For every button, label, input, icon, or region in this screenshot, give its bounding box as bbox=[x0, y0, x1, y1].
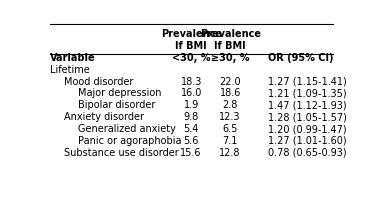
Text: 18.6: 18.6 bbox=[219, 88, 241, 98]
Text: 5.4: 5.4 bbox=[184, 123, 199, 134]
Text: 5.6: 5.6 bbox=[184, 135, 199, 145]
Text: Anxiety disorder: Anxiety disorder bbox=[64, 112, 144, 122]
Text: ≥30, %: ≥30, % bbox=[211, 53, 250, 62]
Text: 16.0: 16.0 bbox=[181, 88, 202, 98]
Text: 6.5: 6.5 bbox=[223, 123, 238, 134]
Text: 1.9: 1.9 bbox=[184, 100, 199, 110]
Text: 0.78 (0.65-0.93): 0.78 (0.65-0.93) bbox=[268, 147, 347, 157]
Text: If BMI: If BMI bbox=[175, 41, 207, 51]
Text: Mood disorder: Mood disorder bbox=[64, 76, 133, 86]
Text: 2.8: 2.8 bbox=[223, 100, 238, 110]
Text: 18.3: 18.3 bbox=[181, 76, 202, 86]
Text: 1.27 (1.01-1.60): 1.27 (1.01-1.60) bbox=[268, 135, 347, 145]
Text: Prevalence: Prevalence bbox=[200, 29, 261, 39]
Text: Prevalence: Prevalence bbox=[161, 29, 222, 39]
Text: 9.8: 9.8 bbox=[184, 112, 199, 122]
Text: 22.0: 22.0 bbox=[219, 76, 241, 86]
Text: 12.3: 12.3 bbox=[219, 112, 241, 122]
Text: 1.21 (1.09-1.35): 1.21 (1.09-1.35) bbox=[268, 88, 347, 98]
Text: <30, %: <30, % bbox=[172, 53, 210, 62]
Text: If BMI: If BMI bbox=[214, 41, 246, 51]
Text: 1.47 (1.12-1.93): 1.47 (1.12-1.93) bbox=[268, 100, 347, 110]
Text: 15.6: 15.6 bbox=[181, 147, 202, 157]
Text: 1.28 (1.05-1.57): 1.28 (1.05-1.57) bbox=[268, 112, 347, 122]
Text: Panic or agoraphobia: Panic or agoraphobia bbox=[78, 135, 182, 145]
Text: Generalized anxiety: Generalized anxiety bbox=[78, 123, 176, 134]
Text: Variable: Variable bbox=[50, 53, 95, 62]
Text: 7.1: 7.1 bbox=[223, 135, 238, 145]
Text: Substance use disorder: Substance use disorder bbox=[64, 147, 179, 157]
Text: 12.8: 12.8 bbox=[219, 147, 241, 157]
Text: OR (95% CI): OR (95% CI) bbox=[268, 53, 333, 62]
Text: 1.20 (0.99-1.47): 1.20 (0.99-1.47) bbox=[268, 123, 347, 134]
Text: Bipolar disorder: Bipolar disorder bbox=[78, 100, 156, 110]
Text: Lifetime: Lifetime bbox=[50, 64, 89, 74]
Text: Major depression: Major depression bbox=[78, 88, 162, 98]
Text: 1.27 (1.15-1.41): 1.27 (1.15-1.41) bbox=[268, 76, 347, 86]
